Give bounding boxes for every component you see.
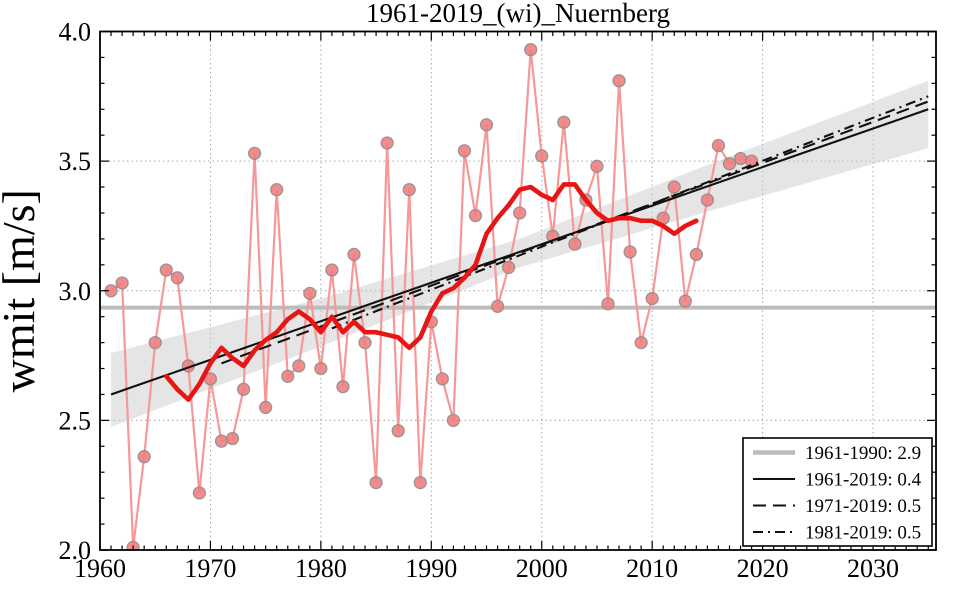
annual-point [314,361,328,376]
y-axis-label: wmit [m/s] [0,189,44,392]
y-tick-label: 4.0 [59,18,92,47]
annual-points [104,42,759,550]
annual-point [568,237,582,251]
annual-point [214,434,229,448]
x-tick-label: 2020 [737,554,789,583]
annual-point [689,247,704,262]
annual-point [247,146,262,160]
legend-box [742,437,933,547]
annual-point [435,372,450,386]
y-tick-label: 2.5 [59,406,92,435]
x-tick-label: 1960 [74,554,126,583]
annual-point [236,382,251,396]
annual-point [446,413,461,428]
trend-1961-2019-line [110,108,929,396]
legend-label: 1971-2019: 0.5 [805,496,921,517]
annual-point [468,208,483,223]
annual-point [645,291,659,306]
annual-point [303,286,317,300]
x-tick-labels: 1960 1970 1980 1990 2000 2010 2020 2030 [74,554,899,583]
annual-point [137,450,151,464]
annual-point [259,400,273,415]
y-tick-label: 3.0 [59,277,92,306]
annual-point [711,138,726,153]
legend-label: 1981-2019: 0.5 [805,523,921,544]
annual-point [490,299,505,313]
annual-point [292,359,306,373]
annual-point [524,42,538,57]
annual-point [413,475,427,490]
annual-point [380,136,394,150]
annual-point [325,263,339,277]
smoothed-line [163,182,699,402]
y-tick-labels: 2.0 2.5 3.0 3.5 4.0 [59,18,92,566]
annual-point [700,193,715,207]
annual-point [722,157,737,171]
annual-point [590,159,604,173]
annual-point [270,182,284,197]
annual-point [281,369,295,383]
annual-point [678,294,692,308]
legend: 1961-1990: 2.9 1961-2019: 0.4 1971-2019: 0… [742,437,933,547]
x-tick-label: 2010 [626,554,678,583]
annual-series [104,42,759,550]
annual-point [115,276,129,290]
x-tick-label: 1970 [184,554,236,583]
legend-label: 1961-2019: 0.4 [805,470,922,491]
annual-point [369,475,383,490]
annual-point [336,380,350,394]
annual-point [148,335,162,350]
annual-point [623,245,637,259]
annual-point [479,118,494,132]
x-tick-label: 1990 [405,554,457,583]
chart-title: 1961-2019_(wi)_Nuernberg [366,0,670,28]
annual-point [634,335,648,350]
x-tick-label: 2000 [516,554,568,583]
annual-point [612,74,626,88]
annual-point [358,335,372,350]
annual-point [402,182,416,197]
y-tick-label: 2.0 [59,536,92,565]
trend-1981-2019-line [331,95,929,330]
x-tick-label: 1980 [295,554,347,583]
annual-point [601,297,615,311]
annual-point [733,151,748,166]
annual-point [457,144,472,158]
annual-point [557,115,571,129]
x-tick-label: 2030 [847,554,899,583]
legend-label: 1961-1990: 2.9 [805,443,921,464]
annual-point [391,424,405,438]
axis-ticks [99,30,936,551]
annual-point [513,206,527,220]
annual-point [501,260,516,275]
trend-1971-2019-line [221,100,929,365]
annual-point [667,180,681,194]
annual-point [170,271,184,285]
annual-point [192,486,207,500]
annual-point [347,247,361,262]
annual-point [159,263,173,277]
annual-point [225,431,240,446]
confidence-band [111,80,929,427]
annual-point [535,149,549,163]
y-tick-label: 3.5 [59,147,92,176]
